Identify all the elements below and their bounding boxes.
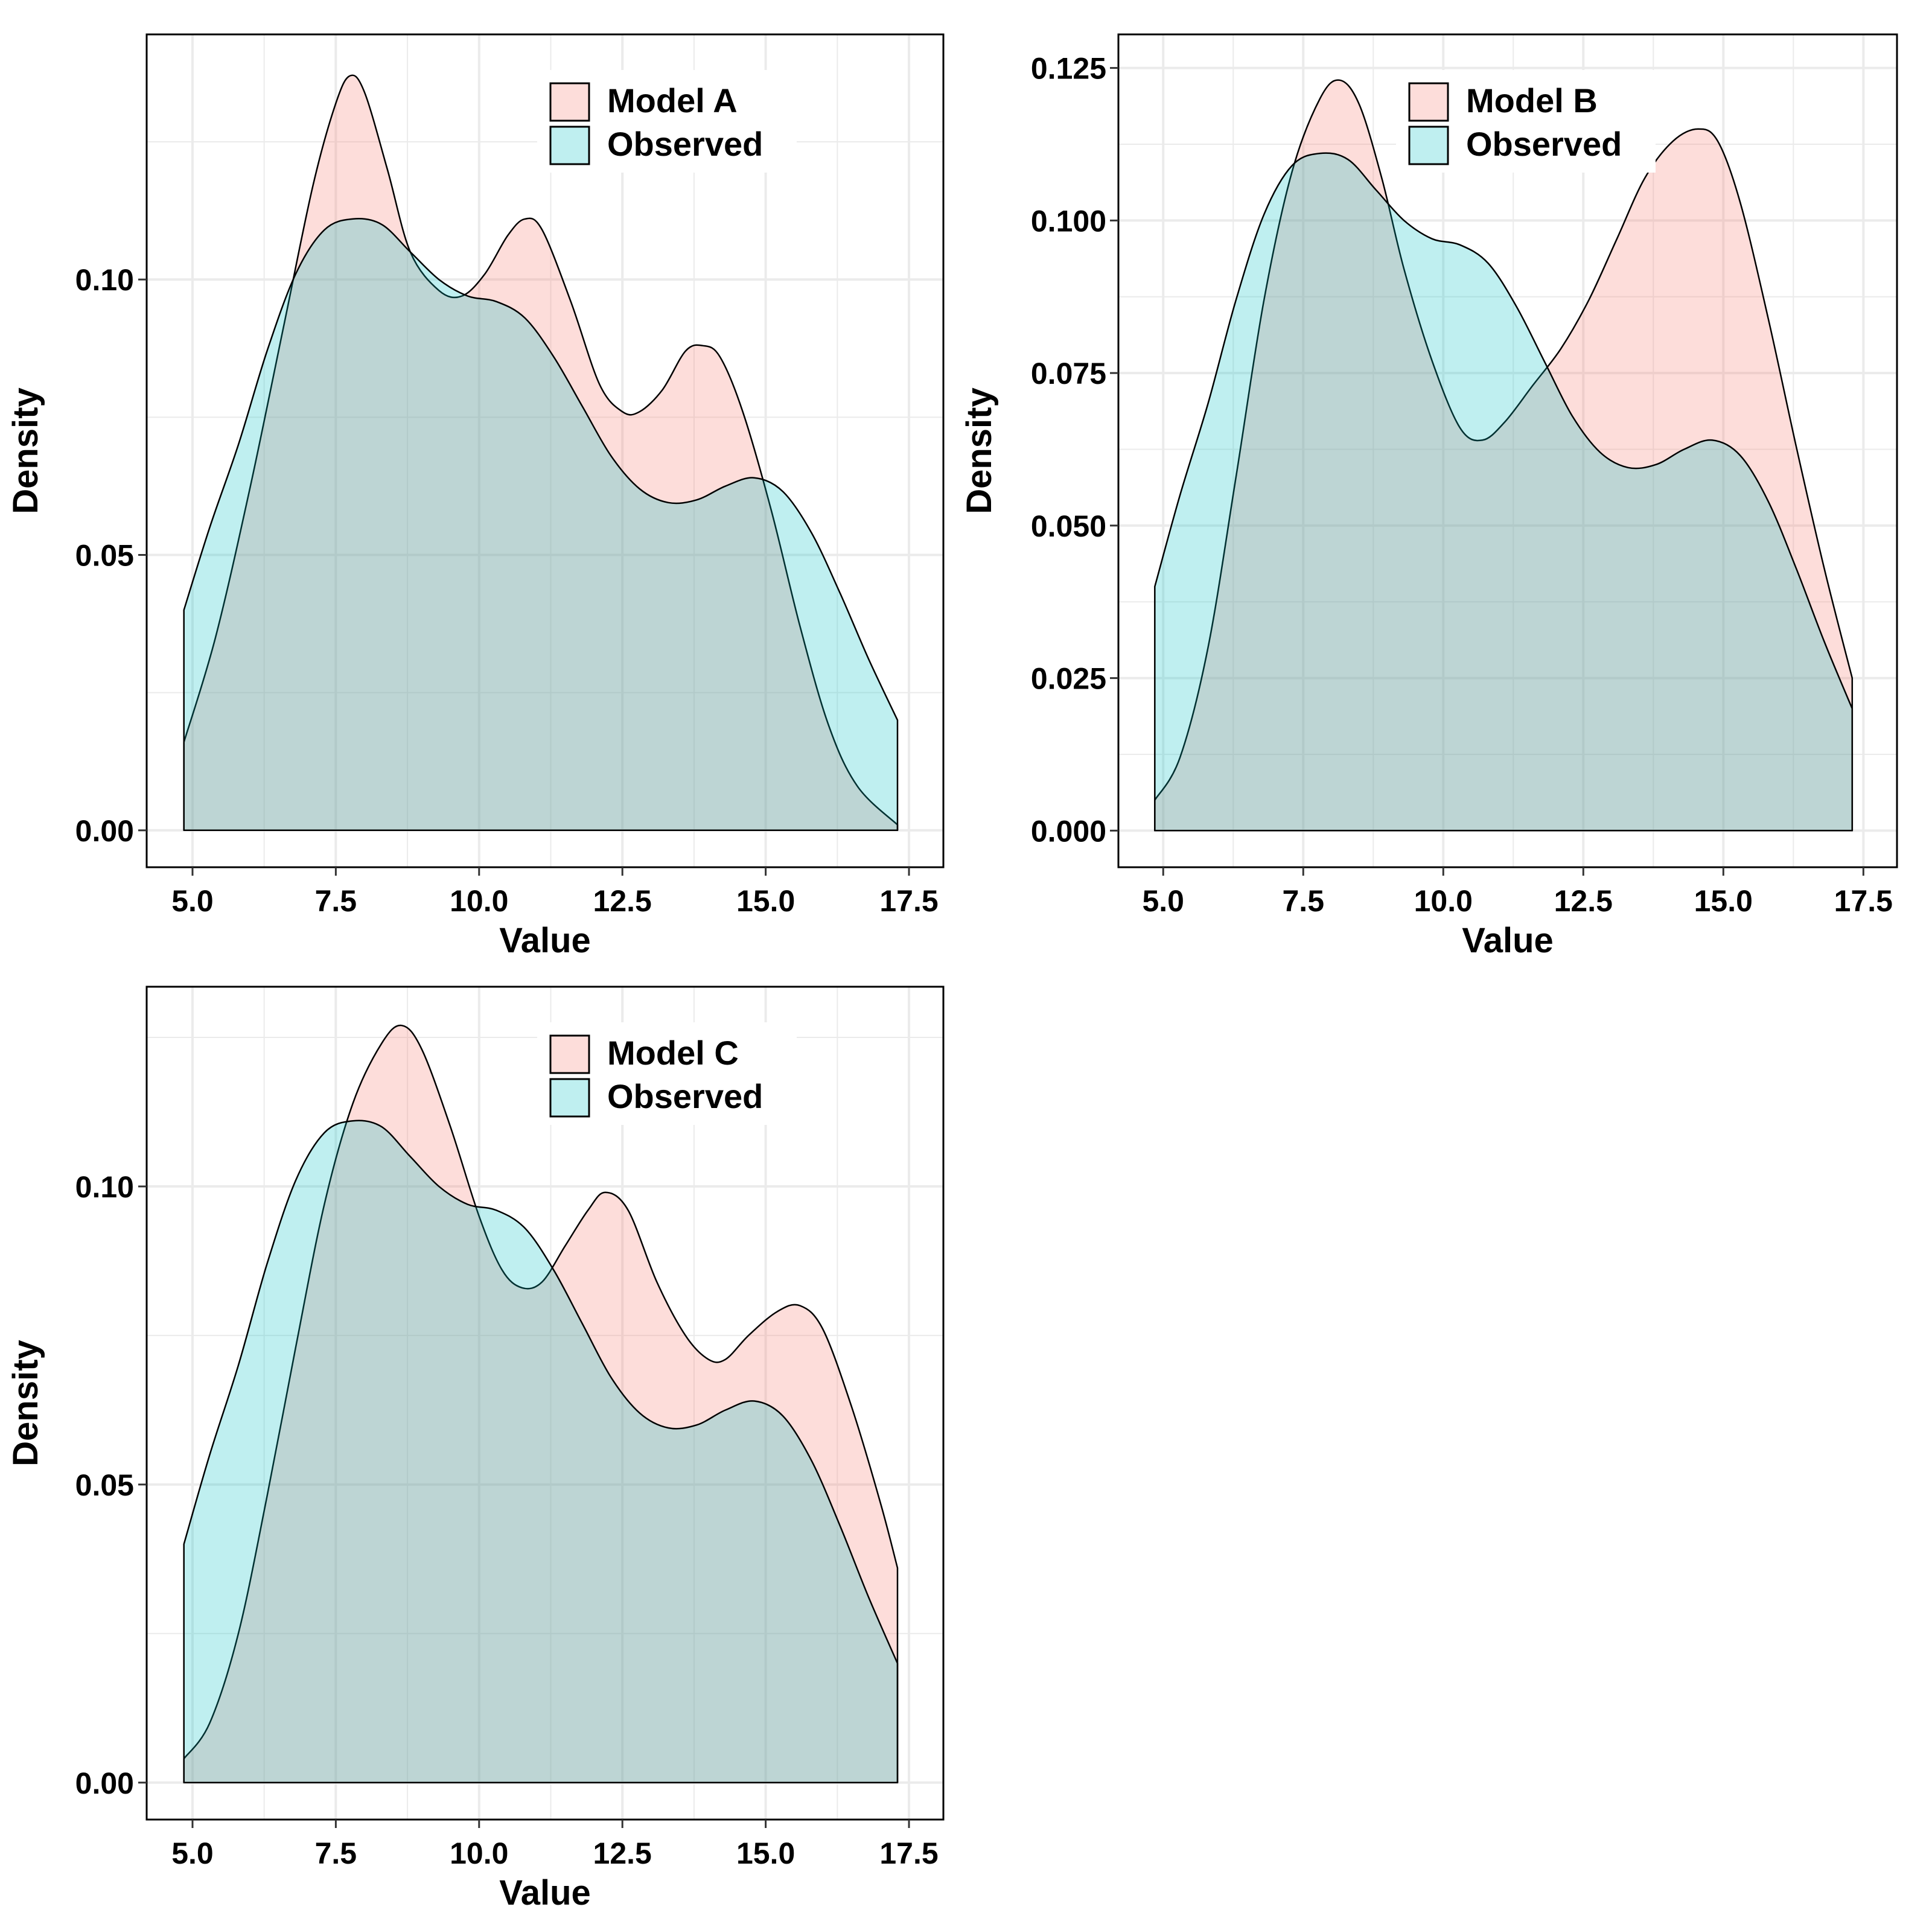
legend-label: Observed	[607, 1077, 763, 1115]
x-tick-label: 7.5	[315, 884, 357, 918]
y-tick-label: 0.100	[1031, 204, 1106, 238]
x-tick-label: 15.0	[736, 884, 795, 918]
plot-background	[147, 34, 943, 867]
x-tick-label: 7.5	[1283, 884, 1325, 918]
y-tick-label: 0.05	[75, 539, 134, 573]
density-area-observed	[183, 1119, 899, 1784]
density-area-observed	[183, 218, 899, 832]
y-tick-label: 0.10	[75, 263, 134, 297]
x-tick-label: 10.0	[450, 884, 508, 918]
legend-label: Model B	[1466, 81, 1598, 119]
density-areas	[1154, 79, 1854, 832]
legend-key-model-b	[1408, 82, 1449, 122]
legend-label: Model C	[607, 1034, 739, 1072]
x-tick-label: 12.5	[1554, 884, 1613, 918]
x-tick-label: 15.0	[1694, 884, 1753, 918]
x-tick-label: 5.0	[171, 884, 214, 918]
legend-label: Model A	[607, 81, 738, 119]
panel-model-a: 5.0 7.5 10.0 12.5 15.0 17.5 0.00 0.05 0.10 Value D…	[6, 33, 945, 960]
x-axis-title: Value	[499, 1873, 591, 1912]
x-tick-label: 17.5	[1834, 884, 1893, 918]
y-tick-label: 0.025	[1031, 662, 1106, 696]
density-area-observed	[1154, 152, 1854, 832]
x-tick-label: 12.5	[593, 884, 652, 918]
y-tick-label: 0.05	[75, 1468, 134, 1502]
plot-background	[147, 987, 943, 1820]
y-axis-title: Density	[6, 1340, 45, 1467]
x-tick-label: 10.0	[450, 1836, 508, 1870]
legend-key-model-c	[549, 1034, 590, 1074]
x-tick-label: 17.5	[879, 1836, 938, 1870]
x-tick-label: 12.5	[593, 1836, 652, 1870]
legend-key-observed	[549, 1078, 590, 1118]
legend-label: Observed	[607, 125, 763, 163]
legend-key-observed	[1408, 126, 1449, 165]
y-tick-label: 0.125	[1031, 52, 1106, 86]
y-tick-label: 0.000	[1031, 814, 1106, 848]
y-tick-label: 0.00	[75, 814, 134, 848]
density-area-model-a	[183, 74, 899, 832]
panel-border	[1117, 33, 1898, 868]
density-area-model-c	[183, 1024, 899, 1784]
legend: Model C Observed	[537, 1022, 797, 1125]
x-tick-label: 7.5	[315, 1836, 357, 1870]
y-tick-label: 0.050	[1031, 509, 1106, 543]
y-tick-label: 0.075	[1031, 357, 1106, 390]
x-tick-label: 17.5	[879, 884, 938, 918]
panel-border	[145, 986, 945, 1821]
x-axis-title: Value	[1462, 921, 1554, 960]
y-tick-label: 0.10	[75, 1170, 134, 1204]
x-tick-label: 5.0	[171, 1836, 214, 1870]
x-tick-label: 15.0	[736, 1836, 795, 1870]
y-axis-title: Density	[960, 387, 999, 514]
legend-key-observed	[549, 126, 590, 165]
panel-border	[145, 33, 945, 868]
y-axis-title: Density	[6, 387, 45, 514]
legend-key-model-a	[549, 82, 590, 122]
x-tick-label: 5.0	[1142, 884, 1184, 918]
legend: Model B Observed	[1396, 70, 1656, 173]
density-areas	[183, 1024, 899, 1784]
x-tick-label: 10.0	[1414, 884, 1473, 918]
x-axis-title: Value	[499, 921, 591, 960]
panel-model-c: 5.0 7.5 10.0 12.5 15.0 17.5 0.00 0.05 0.10 Value D…	[6, 986, 945, 1912]
legend-label: Observed	[1466, 125, 1622, 163]
plot-background	[1118, 34, 1897, 867]
legend: Model A Observed	[537, 70, 797, 173]
y-tick-label: 0.00	[75, 1766, 134, 1800]
panel-model-b: 5.0 7.5 10.0 12.5 15.0 17.5 0.000 0.025 0.050 0.0…	[960, 33, 1898, 960]
density-areas	[183, 74, 899, 832]
density-area-model-b	[1154, 79, 1854, 832]
